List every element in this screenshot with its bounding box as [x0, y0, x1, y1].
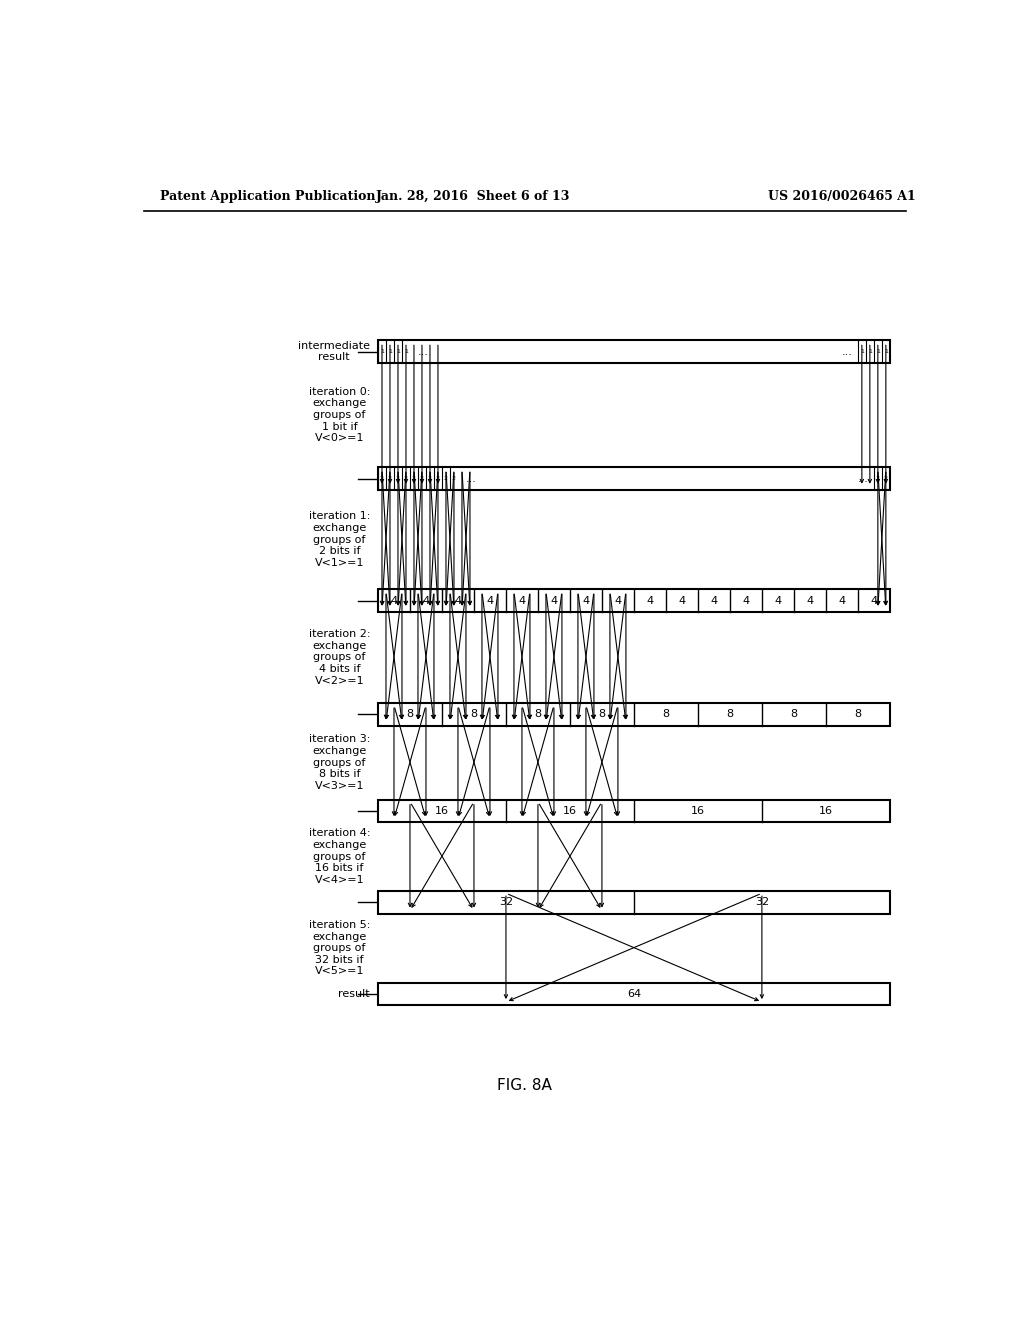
Text: 2: 2 — [884, 477, 888, 480]
Text: 2: 2 — [444, 477, 447, 480]
Text: 8: 8 — [791, 709, 798, 719]
Text: 2: 2 — [412, 477, 416, 480]
Bar — [378, 341, 890, 363]
Text: 4: 4 — [550, 595, 557, 606]
Text: 4: 4 — [455, 595, 462, 606]
Text: intermediate
result: intermediate result — [298, 341, 370, 362]
Text: 2: 2 — [420, 477, 424, 480]
Text: 4: 4 — [839, 595, 846, 606]
Text: 2: 2 — [436, 477, 440, 480]
Text: 8: 8 — [726, 709, 733, 719]
Text: Patent Application Publication: Patent Application Publication — [160, 190, 375, 202]
Text: 4: 4 — [518, 595, 525, 606]
Text: 8: 8 — [854, 709, 861, 719]
Text: Jan. 28, 2016  Sheet 6 of 13: Jan. 28, 2016 Sheet 6 of 13 — [376, 190, 570, 202]
Text: result: result — [338, 989, 370, 999]
Text: iteration 1:
exchange
groups of
2 bits if
V<1>=1: iteration 1: exchange groups of 2 bits i… — [308, 511, 370, 568]
Text: iteration 3:
exchange
groups of
8 bits if
V<3>=1: iteration 3: exchange groups of 8 bits i… — [308, 734, 370, 791]
Text: 8: 8 — [535, 709, 542, 719]
Text: ...: ... — [858, 474, 868, 483]
Bar — [378, 800, 890, 822]
Text: 4: 4 — [423, 595, 429, 606]
Text: 2: 2 — [876, 477, 880, 480]
Text: 32: 32 — [755, 898, 769, 907]
Text: iteration 4:
exchange
groups of
16 bits if
V<4>=1: iteration 4: exchange groups of 16 bits … — [308, 829, 370, 884]
Bar — [378, 704, 890, 726]
Text: iteration 2:
exchange
groups of
4 bits if
V<2>=1: iteration 2: exchange groups of 4 bits i… — [308, 630, 370, 685]
Text: 4: 4 — [646, 595, 653, 606]
Text: 16: 16 — [563, 807, 577, 816]
Text: 8: 8 — [407, 709, 414, 719]
Text: 1: 1 — [884, 348, 888, 354]
Text: 1: 1 — [876, 348, 880, 354]
Text: 64: 64 — [627, 989, 641, 999]
Text: 4: 4 — [678, 595, 685, 606]
Text: 1: 1 — [388, 348, 392, 354]
Bar — [378, 982, 890, 1005]
Text: 1: 1 — [396, 348, 400, 354]
Text: US 2016/0026465 A1: US 2016/0026465 A1 — [768, 190, 916, 202]
Text: ...: ... — [842, 347, 853, 356]
Text: 1: 1 — [860, 348, 864, 354]
Text: 4: 4 — [742, 595, 750, 606]
Text: 4: 4 — [486, 595, 494, 606]
Text: 1: 1 — [380, 348, 384, 354]
Text: 16: 16 — [819, 807, 833, 816]
Bar — [378, 891, 890, 913]
Text: 2: 2 — [404, 477, 408, 480]
Text: iteration 5:
exchange
groups of
32 bits if
V<5>=1: iteration 5: exchange groups of 32 bits … — [308, 920, 370, 977]
Text: 2: 2 — [388, 477, 392, 480]
Text: 4: 4 — [583, 595, 590, 606]
Text: 4: 4 — [614, 595, 622, 606]
Text: 2: 2 — [396, 477, 400, 480]
Text: 4: 4 — [774, 595, 781, 606]
Bar — [378, 589, 890, 611]
Text: 8: 8 — [663, 709, 670, 719]
Text: 1: 1 — [868, 348, 871, 354]
Text: 2: 2 — [452, 477, 456, 480]
Text: 4: 4 — [870, 595, 878, 606]
Text: ...: ... — [418, 347, 429, 356]
Text: 2: 2 — [380, 477, 384, 480]
Text: 16: 16 — [435, 807, 449, 816]
Text: 4: 4 — [390, 595, 397, 606]
Text: 8: 8 — [470, 709, 477, 719]
Text: iteration 0:
exchange
groups of
1 bit if
V<0>=1: iteration 0: exchange groups of 1 bit if… — [308, 387, 370, 444]
Text: 1: 1 — [404, 348, 408, 354]
Text: 4: 4 — [806, 595, 813, 606]
Text: ...: ... — [466, 474, 477, 483]
Text: 16: 16 — [691, 807, 705, 816]
Bar — [378, 467, 890, 490]
Text: 8: 8 — [598, 709, 605, 719]
Text: 4: 4 — [711, 595, 718, 606]
Text: 2: 2 — [428, 477, 432, 480]
Text: FIG. 8A: FIG. 8A — [498, 1078, 552, 1093]
Text: 32: 32 — [499, 898, 513, 907]
